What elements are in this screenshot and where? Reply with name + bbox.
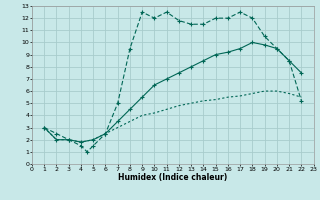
X-axis label: Humidex (Indice chaleur): Humidex (Indice chaleur): [118, 173, 228, 182]
